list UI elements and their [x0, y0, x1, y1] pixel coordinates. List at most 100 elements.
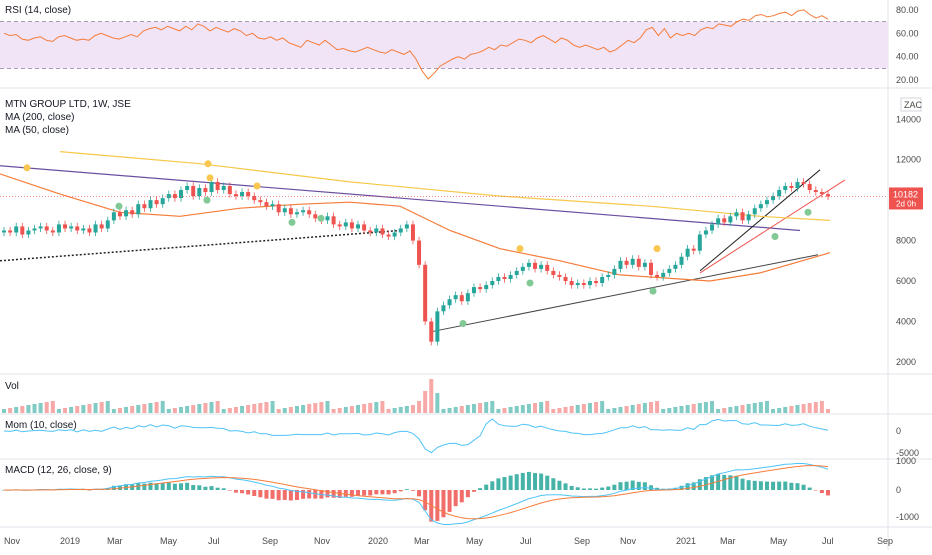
signal-marker: [253, 182, 261, 190]
macd-histogram-bar: [417, 490, 422, 497]
candle-body: [752, 208, 757, 215]
signal-marker: [288, 218, 296, 226]
volume-bar: [496, 409, 501, 413]
momentum-tick-label: -5000: [896, 448, 919, 458]
macd-histogram-bar: [270, 490, 275, 499]
rsi-tick-label: 20.00: [896, 75, 919, 85]
volume-bar: [423, 391, 428, 413]
macd-histogram-bar: [221, 488, 226, 490]
macd-histogram-bar: [227, 490, 232, 491]
volume-bar: [44, 402, 49, 413]
macd-histogram-bar: [233, 490, 238, 493]
candle-body: [801, 181, 806, 184]
volume-bar: [679, 406, 684, 413]
volume-bar: [557, 408, 562, 413]
volume-title: Vol: [5, 381, 19, 392]
macd-histogram-bar: [551, 478, 556, 490]
candle-body: [618, 260, 623, 269]
x-axis-label: May: [770, 536, 788, 546]
price-tick-label: 4000: [896, 316, 916, 326]
macd-histogram-bar: [636, 481, 641, 490]
candle-body: [209, 181, 214, 193]
macd-histogram-bar: [502, 477, 507, 490]
candle-body: [301, 210, 306, 213]
candle-body: [142, 204, 147, 209]
candle-body: [465, 293, 470, 302]
macd-histogram-bar: [783, 481, 788, 490]
ma50-line: [0, 173, 831, 282]
volume-bar: [368, 403, 373, 413]
macd-histogram-bar: [575, 487, 580, 490]
candle-body: [600, 276, 605, 284]
macd-histogram-bar: [172, 483, 177, 490]
macd-histogram-bar: [87, 490, 92, 491]
x-axis: Nov 2019 Mar May Jul Sep Nov 2020 Mar May Jul Sep No…: [4, 536, 893, 546]
macd-histogram-bar: [514, 474, 519, 490]
candle-body: [227, 185, 232, 195]
candle-body: [136, 204, 141, 215]
candle-body: [423, 264, 428, 322]
x-axis-label: Mar: [414, 536, 430, 546]
x-axis-label: Nov: [314, 536, 331, 546]
candle-body: [93, 224, 98, 233]
signal-marker: [653, 245, 661, 253]
volume-bar: [20, 406, 25, 413]
macd-histogram-bar: [734, 475, 739, 490]
macd-histogram-bar: [258, 490, 263, 498]
volume-bar: [8, 408, 13, 413]
last-price-box: [889, 187, 923, 210]
volume-bar: [514, 406, 519, 413]
candle-body: [356, 224, 361, 229]
volume-bar: [624, 406, 629, 413]
volume-bar: [600, 401, 605, 413]
volume-bar: [697, 403, 702, 413]
candle-body: [630, 258, 635, 265]
volume-bar: [673, 407, 678, 413]
candle-body: [111, 212, 116, 221]
volume-bar: [215, 401, 220, 413]
candle-body: [587, 281, 592, 286]
macd-histogram-bar: [807, 487, 812, 490]
volume-bar: [526, 404, 531, 413]
volume-bar: [764, 401, 769, 413]
macd-histogram-bar: [313, 490, 318, 499]
x-axis-label: Sep: [262, 536, 278, 546]
macd-histogram-bar: [478, 488, 483, 490]
signal-marker: [317, 214, 325, 222]
macd-histogram-bar: [795, 483, 800, 490]
candle-body: [343, 222, 348, 227]
volume-bar: [777, 408, 782, 413]
volume-bar: [703, 402, 708, 413]
volume-bar: [685, 405, 690, 413]
x-axis-label: Mar: [107, 536, 123, 546]
macd-histogram-bar: [392, 490, 397, 494]
macd-histogram-bar: [136, 483, 141, 490]
volume-bar: [441, 409, 446, 413]
volume-bar: [319, 402, 324, 413]
candle-body: [233, 194, 238, 197]
macd-histogram-bar: [154, 483, 159, 490]
rsi-line: [3, 9, 829, 80]
macd-histogram-bar: [484, 484, 489, 490]
macd-histogram-bar: [716, 473, 721, 490]
candle-body: [252, 196, 257, 201]
candle-body: [648, 262, 653, 275]
volume-bar: [746, 404, 751, 413]
candle-body: [166, 194, 171, 199]
candle-body: [325, 216, 330, 221]
volume-bar: [630, 405, 635, 413]
volume-bar: [447, 408, 452, 413]
volume-bar: [148, 403, 153, 413]
macd-histogram-bar: [520, 472, 525, 490]
candle-body: [20, 226, 25, 235]
volume-bar: [551, 409, 556, 413]
upper-channel-line: [699, 169, 821, 272]
macd-histogram-bar: [203, 486, 208, 490]
macd-histogram-bar: [606, 486, 611, 490]
volume-bar: [282, 408, 287, 413]
candle-body: [191, 185, 196, 197]
candle-body: [368, 230, 373, 233]
macd-histogram-bar: [459, 490, 464, 503]
candle-body: [2, 230, 6, 233]
candle-body: [471, 287, 476, 294]
